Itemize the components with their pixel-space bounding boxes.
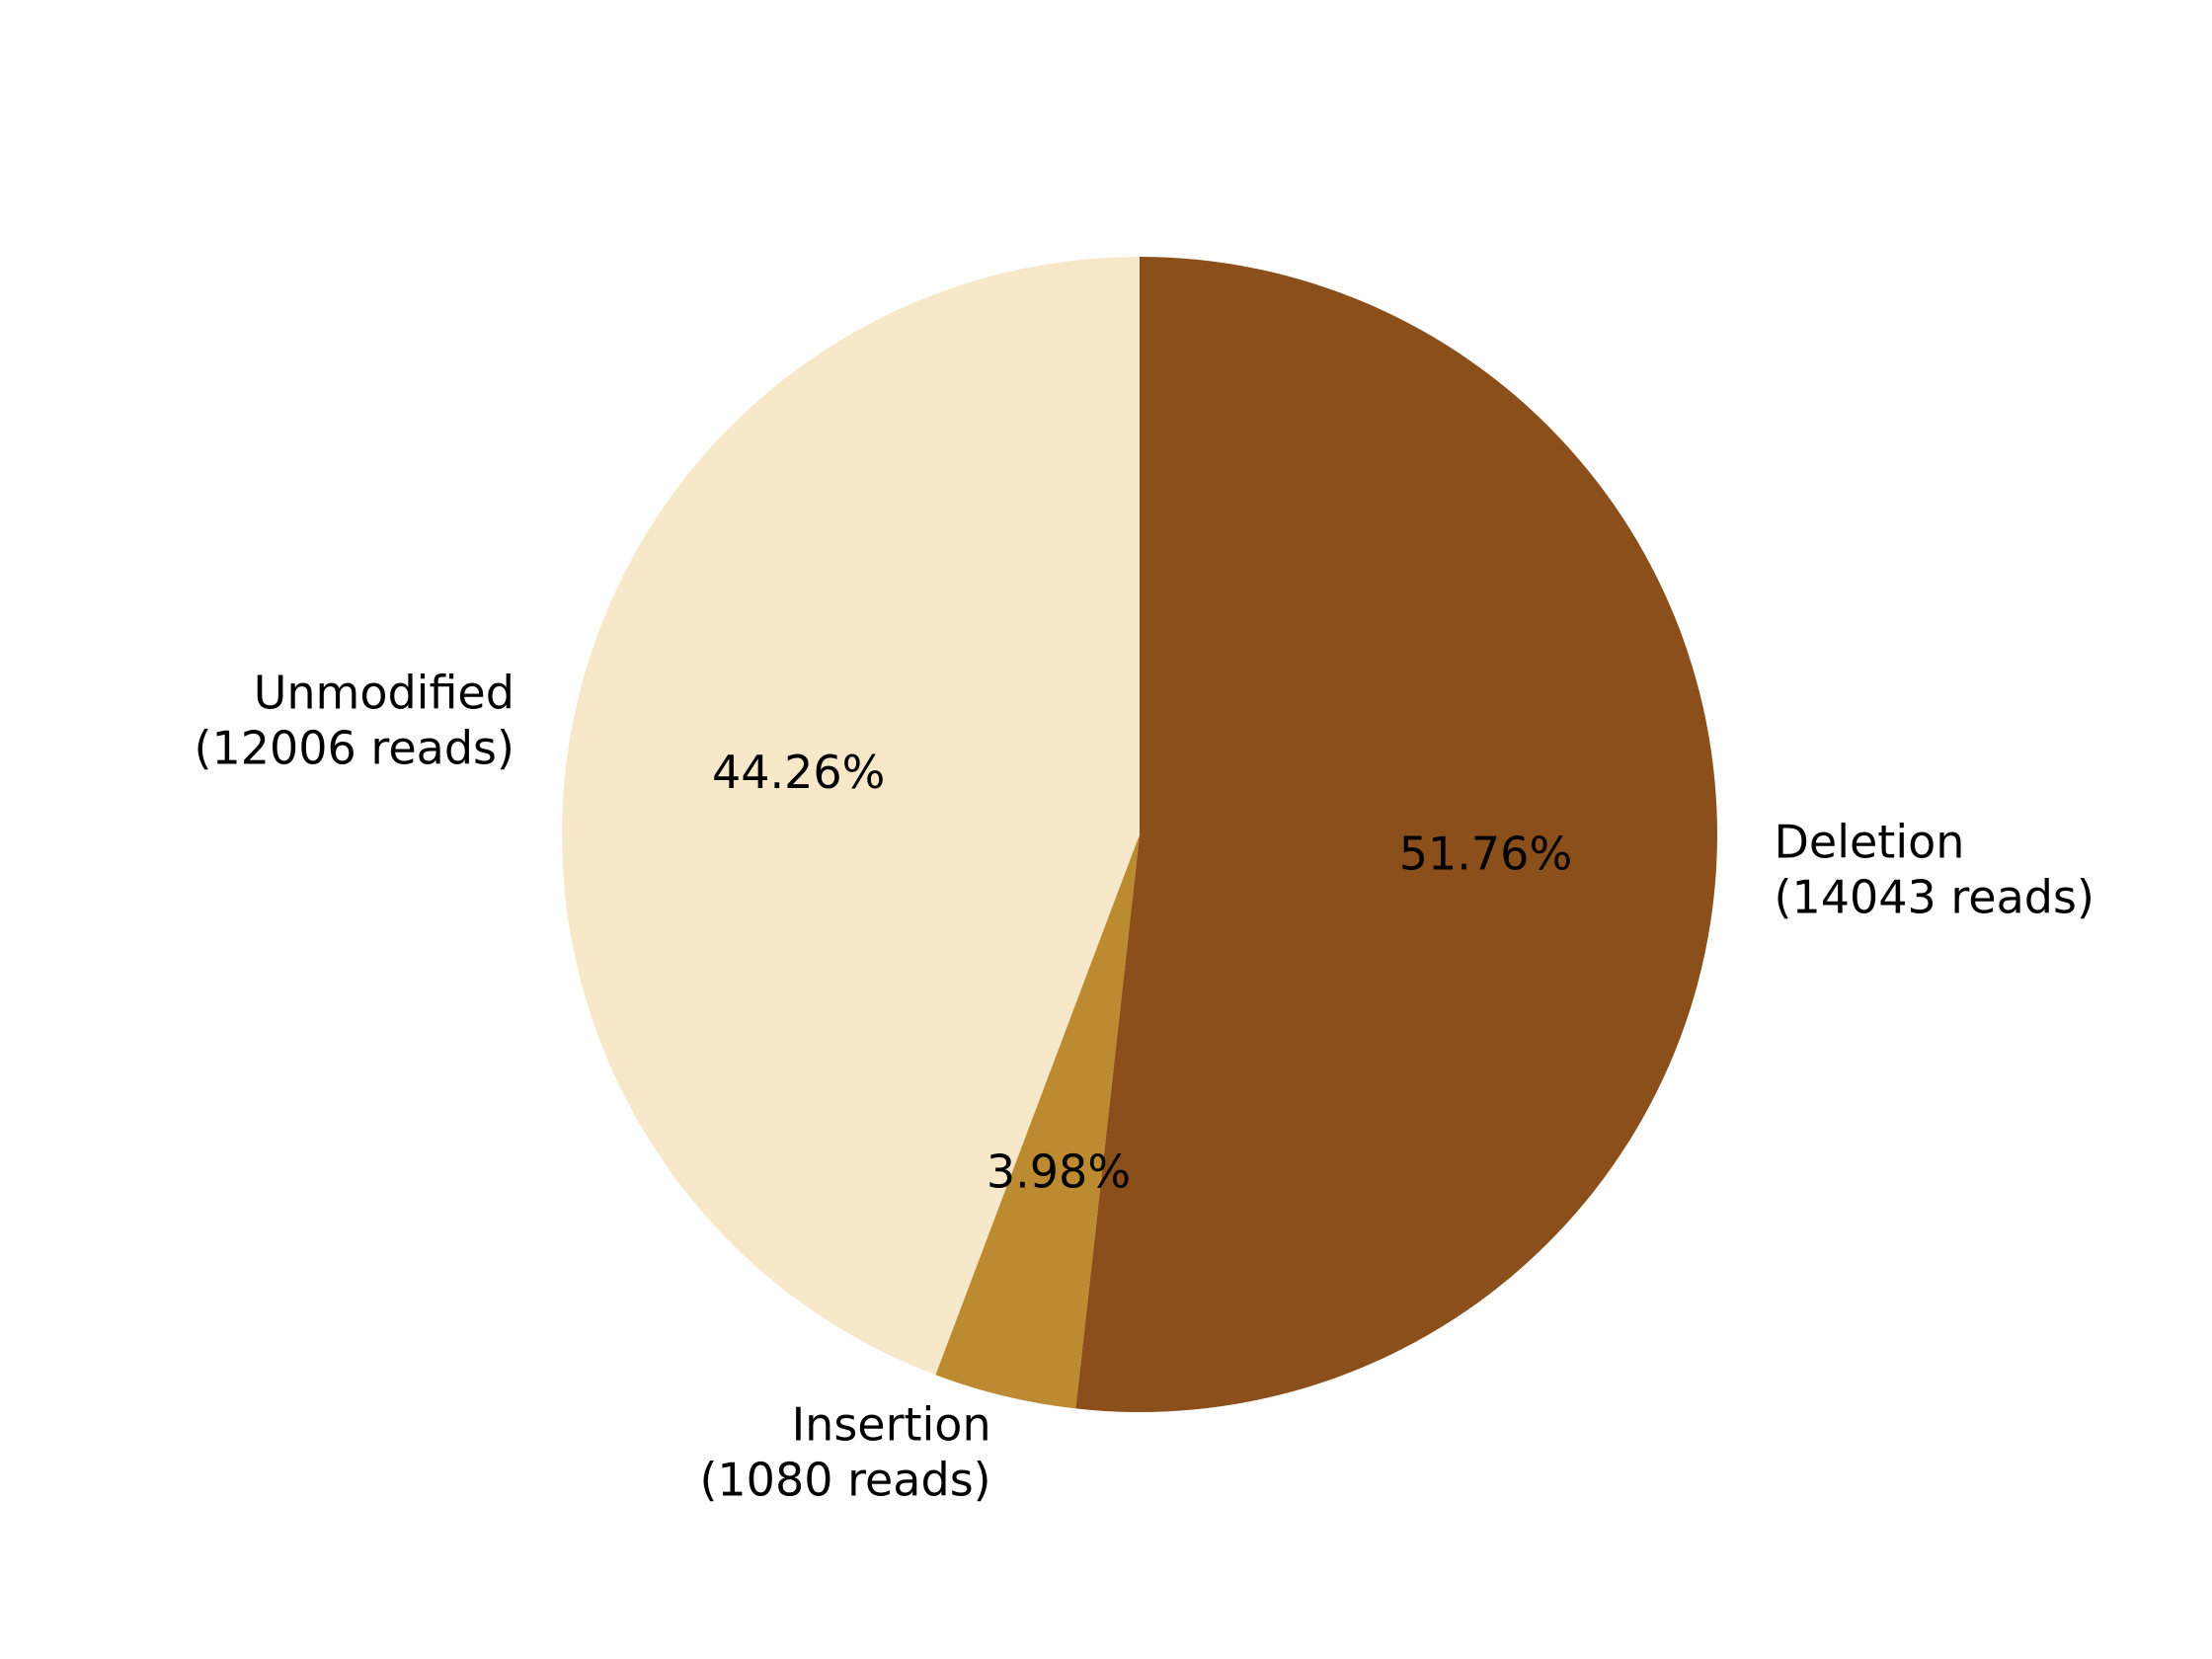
pie-slice-unmodified	[561, 256, 1140, 1376]
pie-slice-deletion	[1075, 257, 1717, 1412]
pie-labels: 51.76% Deletion (14043 reads) 3.98% Insertio…	[195, 666, 2094, 1506]
category-label-insertion: Insertion (1080 reads)	[699, 1398, 990, 1507]
category-label-unmodified: Unmodified (12006 reads)	[195, 666, 514, 774]
percent-label-deletion: 51.76%	[1399, 827, 1572, 880]
category-name: Unmodified	[254, 666, 514, 719]
percent-label-insertion: 3.98%	[987, 1145, 1131, 1198]
category-reads: (12006 reads)	[195, 721, 514, 774]
category-reads: (1080 reads)	[699, 1454, 990, 1507]
category-name: Insertion	[792, 1398, 991, 1452]
pie-slices	[561, 256, 1717, 1412]
percent-label-unmodified: 44.26%	[712, 746, 885, 799]
category-label-deletion: Deletion (14043 reads)	[1775, 816, 2094, 924]
category-name: Deletion	[1775, 816, 1965, 869]
pie-slice-insertion	[935, 834, 1140, 1409]
category-reads: (14043 reads)	[1775, 871, 2094, 924]
